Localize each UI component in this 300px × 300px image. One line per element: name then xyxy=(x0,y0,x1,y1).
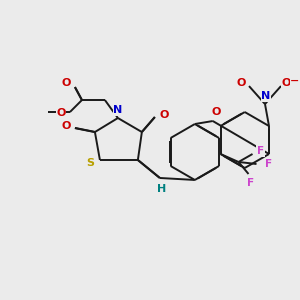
Text: F: F xyxy=(265,159,272,169)
Text: O: O xyxy=(61,121,70,131)
Text: N: N xyxy=(113,105,122,115)
Text: O: O xyxy=(56,108,66,118)
Text: F: F xyxy=(257,146,264,156)
Text: H: H xyxy=(157,184,167,194)
Text: N: N xyxy=(261,91,271,101)
Text: S: S xyxy=(86,158,94,168)
Text: −: − xyxy=(290,76,300,86)
Text: O: O xyxy=(61,78,70,88)
Text: O: O xyxy=(236,78,246,88)
Text: O: O xyxy=(159,110,169,120)
Text: O: O xyxy=(211,107,220,117)
Text: O: O xyxy=(281,78,291,88)
Text: F: F xyxy=(247,178,254,188)
